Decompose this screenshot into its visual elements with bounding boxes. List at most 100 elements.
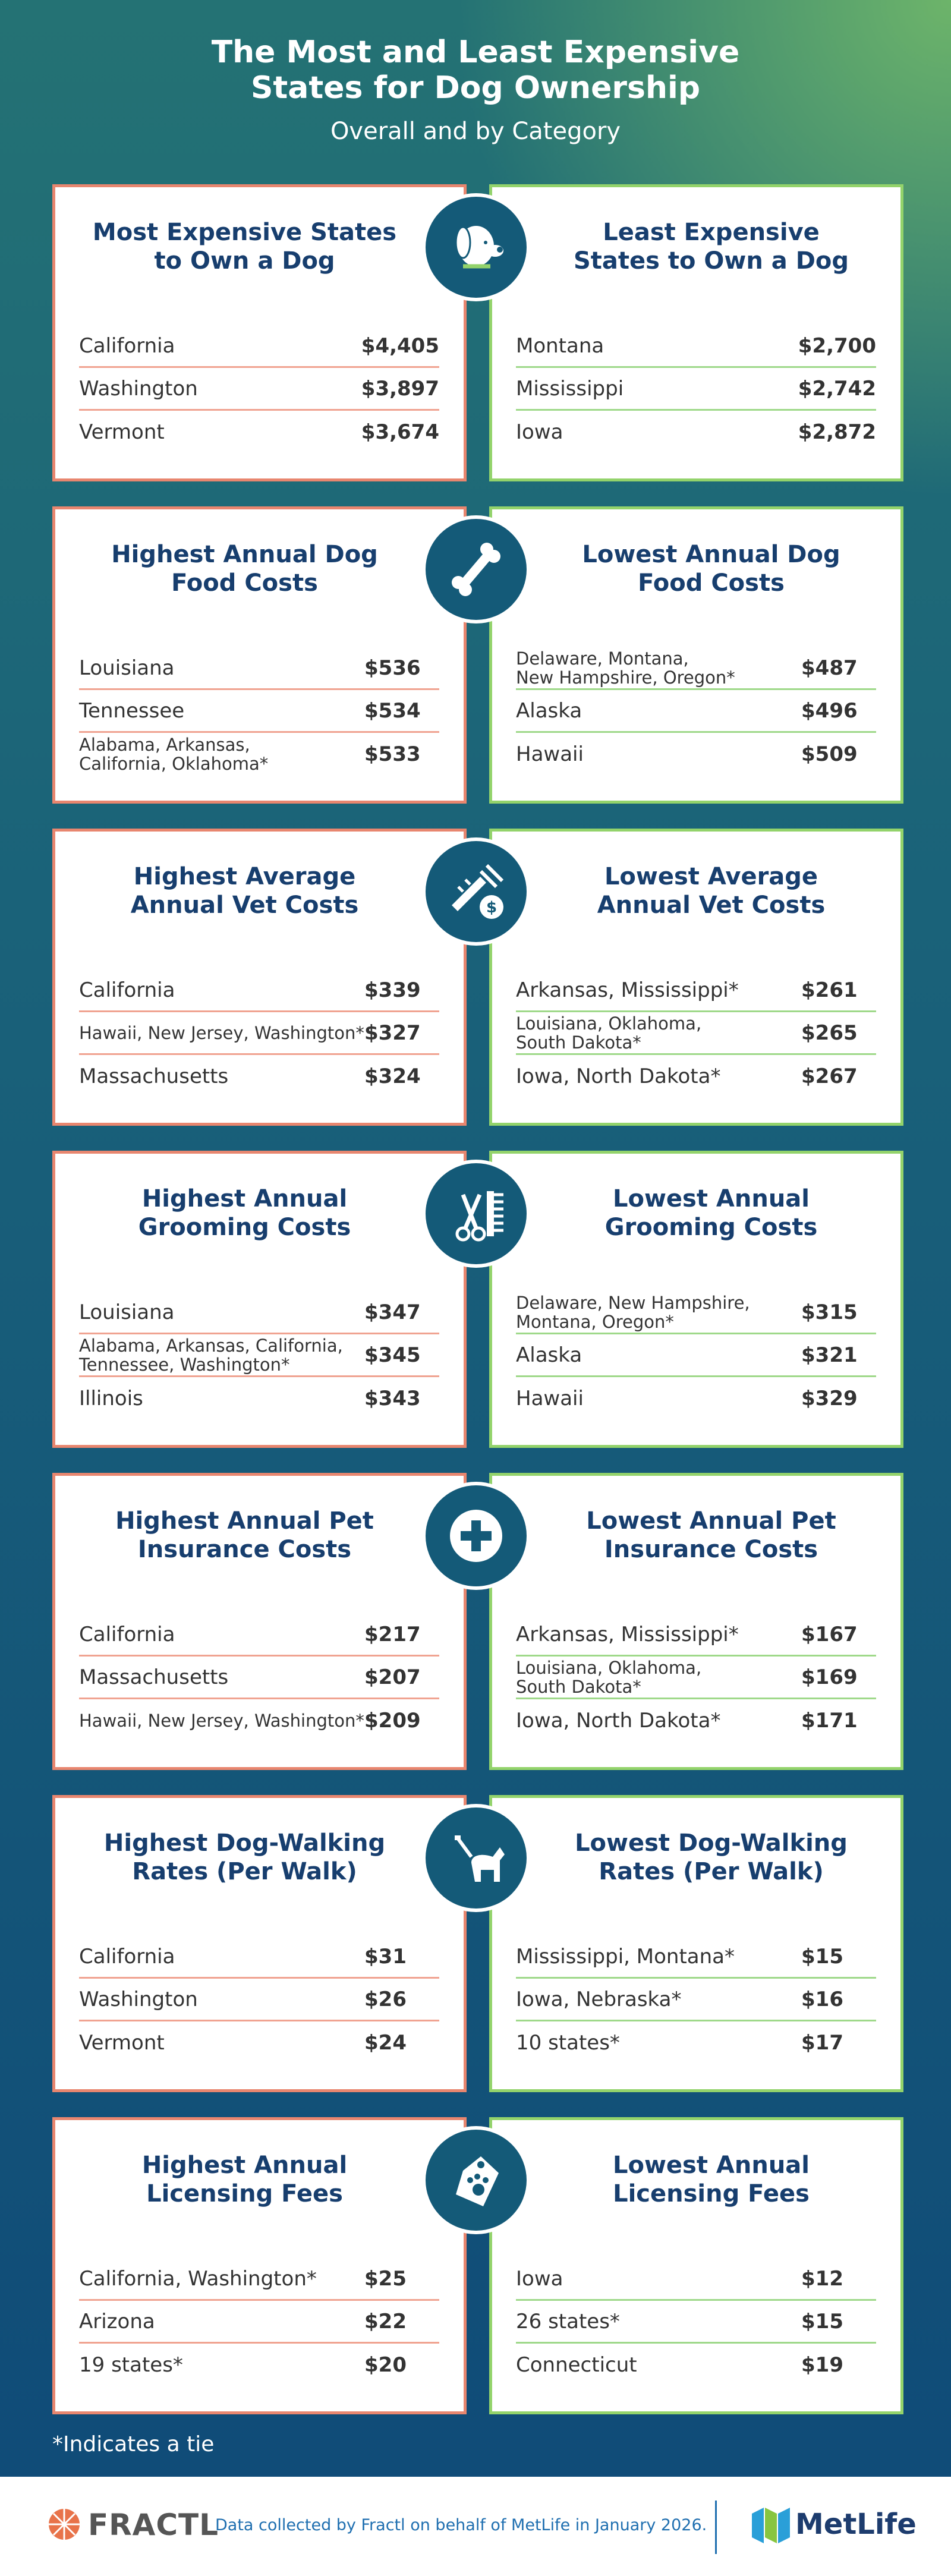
row-value: $267 [801,1065,858,1088]
panel: Lowest Annual Licensing Fees Iowa $12 26 st… [489,2117,903,2414]
panel-title: Highest Annual Grooming Costs [138,1185,351,1241]
row-value: $167 [801,1622,858,1646]
panel-title: Lowest Annual Licensing Fees [613,2152,810,2207]
title: The Most and Least Expensive States for … [211,34,740,106]
subtitle: Overall and by Category [330,118,621,145]
row: Mississippi, Montana* $15 [516,1936,876,1979]
panel-title: Lowest Average Annual Vet Costs [597,863,826,919]
category-icon [422,1160,530,1268]
row-value: $217 [364,1622,421,1646]
panel-title: Least Expensive States to Own a Dog [573,219,849,275]
row: 10 states* $17 [516,2021,876,2064]
category-icon [422,1804,530,1912]
row-label: Hawaii [516,1387,584,1410]
row: Iowa, Nebraska* $16 [516,1979,876,2021]
row: California $4,405 [79,325,439,368]
row-label: Mississippi, Montana* [516,1944,735,1969]
row-value: $3,897 [361,376,439,401]
row-label: Louisiana [79,1300,175,1324]
row: Illinois $343 [79,1377,439,1420]
row: Massachusetts $207 [79,1657,439,1699]
row-label: Tennessee [79,698,185,723]
row-value: $25 [364,2266,407,2291]
category-icon [422,2126,530,2234]
row-label: Hawaii [516,742,584,766]
row-label: California, Washington* [79,2266,317,2291]
row-value: $329 [801,1387,858,1410]
row-value: $265 [801,1021,858,1045]
row-label: Louisiana, Oklahoma, South Dakota* [516,1657,702,1697]
footer-note: Data collected by Fractl on behalf of Me… [215,2516,707,2534]
divider [715,2501,717,2554]
row-value: $17 [801,2031,843,2055]
panel-title: Most Expensive States to Own a Dog [92,219,397,275]
row-value: $321 [801,1343,858,1367]
row: Iowa, North Dakota* $267 [516,1055,876,1098]
row-value: $22 [364,2309,407,2333]
panel: Lowest Annual Grooming Costs Delaware, Ne… [489,1151,903,1448]
row: Washington $3,897 [79,368,439,411]
row: California $217 [79,1614,439,1657]
panel: Highest Annual Pet Insurance Costs Califo… [52,1473,467,1770]
row-value: $487 [801,656,858,680]
row-value: $207 [364,1665,421,1689]
row-value: $343 [364,1387,421,1410]
row-label: Alaska [516,698,582,723]
row: California $339 [79,969,439,1012]
row: Arkansas, Mississippi* $261 [516,969,876,1012]
row: Delaware, New Hampshire, Montana, Oregon… [516,1292,876,1334]
row-value: $2,742 [798,376,876,401]
row: Iowa, North Dakota* $171 [516,1699,876,1742]
row-label: Massachusetts [79,1065,229,1088]
row: California, Washington* $25 [79,2258,439,2301]
row-value: $24 [364,2031,407,2055]
row-label: Vermont [79,420,165,444]
svg-text:$: $ [486,899,497,917]
row-value: $3,674 [361,420,439,444]
panel-title: Lowest Annual Dog Food Costs [582,541,840,597]
row-value: $347 [364,1300,421,1324]
panel: Most Expensive States to Own a Dog Califo… [52,184,467,481]
panel: Lowest Dog-Walking Rates (Per Walk) Missi… [489,1795,903,2092]
category-icon [422,1482,530,1590]
row-label: California [79,978,175,1002]
row-label: Connecticut [516,2353,637,2377]
partner: MetLife [795,2508,917,2541]
row: Arkansas, Mississippi* $167 [516,1614,876,1657]
row: 19 states* $20 [79,2344,439,2386]
row-label: Washington [79,376,198,401]
row-label: Alabama, Arkansas, California, Tennessee… [79,1335,343,1375]
panel-title: Highest Annual Dog Food Costs [111,541,378,597]
row-label: Alabama, Arkansas, California, Oklahoma* [79,735,269,774]
row-value: $533 [364,742,421,766]
row-label: Montana [516,333,604,358]
row: Vermont $24 [79,2021,439,2064]
row: Hawaii, New Jersey, Washington* $327 [79,1012,439,1055]
panel-title: Highest Average Annual Vet Costs [130,863,359,919]
panel: Lowest Annual Pet Insurance Costs Arkansa… [489,1473,903,1770]
row-label: Vermont [79,2031,165,2055]
row-label: Arizona [79,2309,155,2333]
panel-title: Lowest Dog-Walking Rates (Per Walk) [575,1829,848,1885]
row-value: $496 [801,698,858,723]
panel: Lowest Annual Dog Food Costs Delaware, Mo… [489,506,903,804]
panel: Highest Annual Grooming Costs Louisiana $3… [52,1151,467,1448]
row-label: Hawaii, New Jersey, Washington* [79,1022,364,1043]
category-icon: $ [422,837,530,946]
row-value: $209 [364,1709,421,1733]
panel: Highest Annual Licensing Fees California,… [52,2117,467,2414]
fractl-logo-icon [49,2509,80,2540]
row-value: $4,405 [361,333,439,358]
row-label: Arkansas, Mississippi* [516,1622,739,1646]
row-label: California [79,1622,175,1646]
row: Alabama, Arkansas, California, Tennessee… [79,1334,439,1377]
row: Vermont $3,674 [79,411,439,454]
brand: FRACTL [88,2508,219,2542]
footer: FRACTL Data collected by Fractl on behal… [0,2477,951,2576]
row: Massachusetts $324 [79,1055,439,1098]
row: Alaska $321 [516,1334,876,1377]
row-value: $536 [364,656,421,680]
row: Connecticut $19 [516,2344,876,2386]
row-label: Iowa [516,2266,563,2291]
